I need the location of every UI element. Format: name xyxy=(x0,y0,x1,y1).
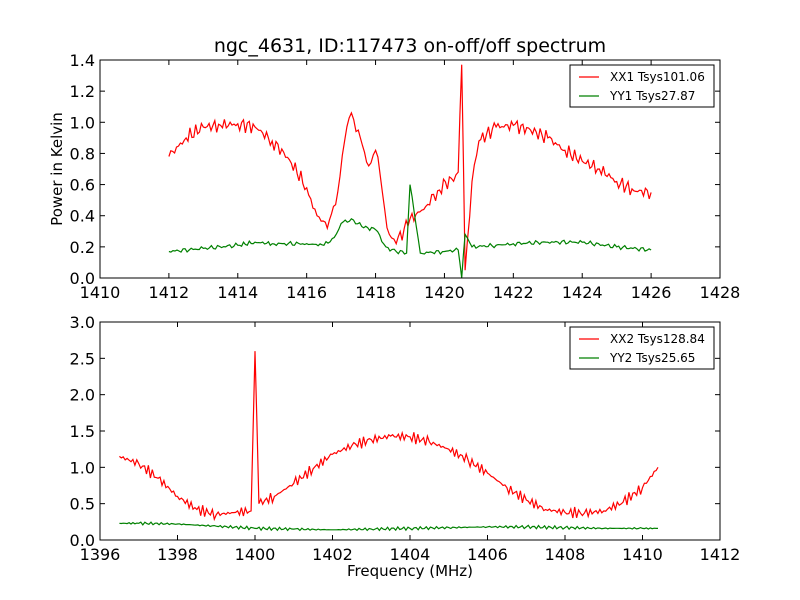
y-tick-label: 3.0 xyxy=(70,313,95,332)
y-tick-label: 2.0 xyxy=(70,386,95,405)
x-tick-label: 1424 xyxy=(562,283,603,302)
x-tick-label: 1410 xyxy=(622,545,663,564)
x-tick-label: 1418 xyxy=(355,283,396,302)
x-tick-label: 1396 xyxy=(80,545,121,564)
legend-box xyxy=(569,326,715,370)
x-tick-label: 1414 xyxy=(217,283,258,302)
y-tick-label: 0.2 xyxy=(70,238,95,257)
x-tick-label: 1402 xyxy=(312,545,353,564)
y-axis-label-top: Power in Kelvin xyxy=(48,112,66,226)
chart-title-top: ngc_4631, ID:117473 on-off/off spectrum xyxy=(214,35,606,57)
legend-entry: YY1 Tsys27.87 xyxy=(609,89,695,103)
legend-entry: XX1 Tsys101.06 xyxy=(610,70,705,84)
x-tick-label: 1406 xyxy=(467,545,508,564)
y-tick-label: 2.5 xyxy=(70,349,95,368)
x-tick-label: 1428 xyxy=(700,283,741,302)
series-line-xx1 xyxy=(168,64,652,271)
x-tick-label: 1412 xyxy=(149,283,190,302)
bottom-panel: 1396 1398 1400 1402 1404 1406 1408 1410 1412 0.0 0… xyxy=(70,313,741,564)
x-tick-label: 1398 xyxy=(157,545,198,564)
x-tick-label: 1410 xyxy=(80,283,121,302)
legend-entry: XX2 Tsys128.84 xyxy=(610,332,705,346)
x-tick-label: 1416 xyxy=(286,283,327,302)
y-tick-label: 0.4 xyxy=(70,207,95,226)
y-tick-label: 1.4 xyxy=(70,51,95,70)
y-tick-label: 1.2 xyxy=(70,82,95,101)
y-tick-label: 1.0 xyxy=(70,458,95,477)
top-panel: 1410 1412 1414 1416 1418 1420 1422 1424 1426 1428… xyxy=(70,51,741,302)
y-tick-label: 1.5 xyxy=(70,422,95,441)
legend: XX2 Tsys128.84 YY2 Tsys25.65 xyxy=(569,326,715,370)
y-tick-label: 0.0 xyxy=(70,269,95,288)
x-tick-label: 1412 xyxy=(700,545,741,564)
x-tick-label: 1408 xyxy=(545,545,586,564)
legend: XX1 Tsys101.06 YY1 Tsys27.87 xyxy=(569,64,715,108)
series-line-yy1 xyxy=(168,184,652,278)
series-line-xx2 xyxy=(119,351,659,522)
x-tick-label: 1422 xyxy=(493,283,534,302)
x-tick-label: 1420 xyxy=(424,283,465,302)
x-tick-label: 1426 xyxy=(631,283,672,302)
y-tick-label: 0.5 xyxy=(70,495,95,514)
series-line-yy2 xyxy=(119,521,658,532)
x-axis-label-bottom: Frequency (MHz) xyxy=(347,562,473,580)
y-tick-label: 0.8 xyxy=(70,144,95,163)
legend-box xyxy=(569,64,715,108)
y-tick-label: 0.0 xyxy=(70,531,95,550)
y-tick-label: 0.6 xyxy=(70,176,95,195)
x-tick-label: 1400 xyxy=(235,545,276,564)
legend-entry: YY2 Tsys25.65 xyxy=(609,351,695,365)
axes-frame xyxy=(99,59,721,279)
x-tick-label: 1404 xyxy=(390,545,431,564)
y-tick-label: 1.0 xyxy=(70,113,95,132)
